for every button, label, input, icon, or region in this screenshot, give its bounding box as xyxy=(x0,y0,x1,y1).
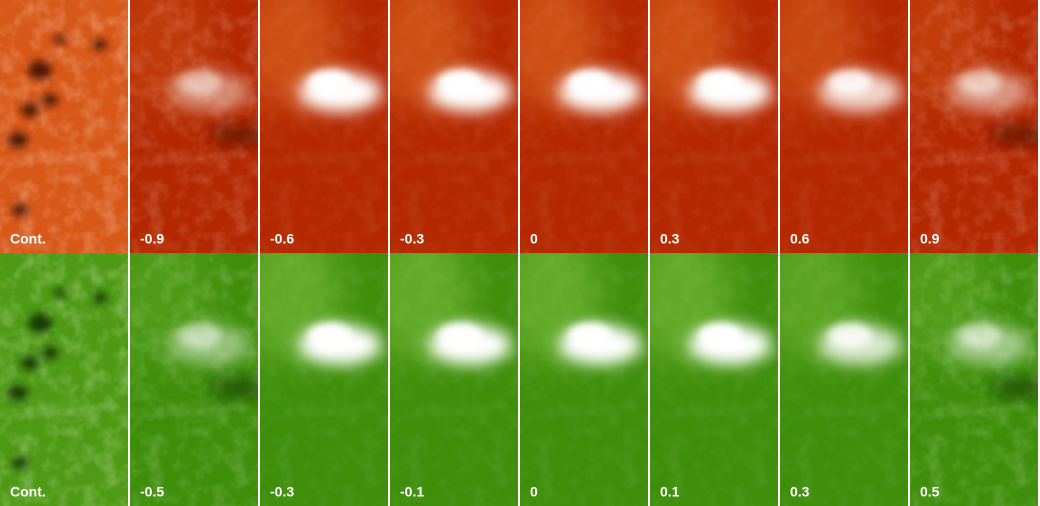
panel-label: Cont. xyxy=(10,231,46,247)
bright-core xyxy=(438,323,482,347)
dark-spot xyxy=(54,35,66,45)
dark-lane xyxy=(210,378,258,398)
bright-core xyxy=(308,70,352,94)
image-panel: 0 xyxy=(520,253,648,506)
dark-spot xyxy=(42,93,58,107)
dark-spot xyxy=(93,292,107,304)
bright-core xyxy=(568,323,612,347)
panel-label: Cont. xyxy=(10,484,46,500)
image-panel: 0.6 xyxy=(780,0,908,253)
dark-lane xyxy=(990,378,1038,398)
bright-core xyxy=(178,323,222,347)
bright-core xyxy=(568,70,612,94)
panel-label: 0.3 xyxy=(790,484,810,500)
panel-label: 0 xyxy=(530,231,538,247)
panel-label: 0.6 xyxy=(790,231,810,247)
image-panel: Cont. xyxy=(0,0,128,253)
dark-spot xyxy=(28,60,52,80)
image-panel: 0.5 xyxy=(910,253,1038,506)
dark-spot xyxy=(12,456,28,470)
dark-spot xyxy=(8,385,28,401)
panel-label: -0.1 xyxy=(400,484,424,500)
bright-core xyxy=(178,70,222,94)
image-panel: 0 xyxy=(520,0,648,253)
image-panel: -0.1 xyxy=(390,253,518,506)
dark-spot xyxy=(93,39,107,51)
panel-label: -0.5 xyxy=(140,484,164,500)
image-panel: 0.3 xyxy=(780,253,908,506)
panel-label: 0.1 xyxy=(660,484,680,500)
image-panel: Cont. xyxy=(0,253,128,506)
bright-core xyxy=(698,323,742,347)
dark-spot xyxy=(12,203,28,217)
image-panel: -0.9 xyxy=(130,0,258,253)
dark-spot xyxy=(8,132,28,148)
bright-core xyxy=(828,323,872,347)
bright-core xyxy=(308,323,352,347)
dark-lane xyxy=(210,125,258,145)
dark-lane xyxy=(990,125,1038,145)
panel-label: -0.6 xyxy=(270,231,294,247)
bright-core xyxy=(698,70,742,94)
dark-spot xyxy=(21,355,39,371)
bright-core xyxy=(958,70,1002,94)
bright-core xyxy=(438,70,482,94)
image-panel: 0.3 xyxy=(650,0,778,253)
image-panel: -0.3 xyxy=(390,0,518,253)
bright-core xyxy=(828,70,872,94)
panel-label: -0.9 xyxy=(140,231,164,247)
panel-label: 0 xyxy=(530,484,538,500)
panel-label: 0.9 xyxy=(920,231,940,247)
image-panel: -0.6 xyxy=(260,0,388,253)
dark-spot xyxy=(21,102,39,118)
panel-label: 0.5 xyxy=(920,484,940,500)
image-panel: -0.3 xyxy=(260,253,388,506)
dark-spot xyxy=(28,313,52,333)
panel-label: 0.3 xyxy=(660,231,680,247)
panel-label: -0.3 xyxy=(270,484,294,500)
bright-core xyxy=(958,323,1002,347)
image-panel: 0.9 xyxy=(910,0,1038,253)
dark-spot xyxy=(54,288,66,298)
image-panel: -0.5 xyxy=(130,253,258,506)
image-panel: 0.1 xyxy=(650,253,778,506)
panel-label: -0.3 xyxy=(400,231,424,247)
dark-spot xyxy=(42,346,58,360)
